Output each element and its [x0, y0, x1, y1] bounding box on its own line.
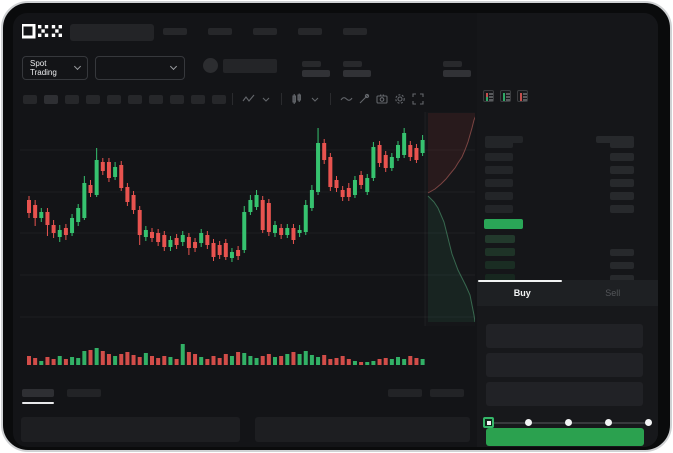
- bottom-action[interactable]: [430, 389, 464, 397]
- slider-step-dot[interactable]: [524, 419, 532, 426]
- timeframe-button[interactable]: [170, 94, 184, 104]
- nav-item[interactable]: [298, 28, 322, 35]
- bottom-tabs: [13, 385, 473, 405]
- bid-price-row[interactable]: [485, 235, 515, 243]
- nav-menu: [163, 28, 367, 35]
- ask-price-row[interactable]: [485, 140, 513, 148]
- last-price-indicator[interactable]: [484, 219, 523, 229]
- tab-buy[interactable]: Buy: [513, 288, 531, 298]
- ask-size-row[interactable]: [610, 166, 634, 174]
- fullscreen-icon[interactable]: [411, 92, 425, 106]
- search-input[interactable]: [70, 24, 154, 41]
- buy-button[interactable]: [486, 428, 644, 446]
- toolbar-divider: [330, 93, 331, 105]
- timeframe-button[interactable]: [128, 94, 142, 104]
- slider-step-dot[interactable]: [564, 419, 572, 426]
- active-side-indicator: [478, 280, 562, 282]
- timeframe-button[interactable]: [86, 94, 100, 104]
- chevron-down-icon: [169, 62, 178, 71]
- timeframe-button[interactable]: [191, 94, 205, 104]
- indicator-icon[interactable]: [241, 92, 255, 106]
- ask-price-row[interactable]: [485, 153, 513, 161]
- chevron-down-icon[interactable]: [259, 92, 273, 106]
- app-window: OKX: [13, 13, 658, 447]
- nav-item[interactable]: [208, 28, 232, 35]
- bid-size-row[interactable]: [610, 262, 634, 269]
- bid-price-row[interactable]: [485, 248, 515, 256]
- ask-size-row[interactable]: [610, 179, 634, 187]
- orderbook-view-toggles: [483, 90, 528, 102]
- timeframe-button[interactable]: [65, 94, 79, 104]
- top-navigation: OKX: [13, 13, 658, 49]
- orders-panel[interactable]: [255, 417, 470, 442]
- ask-price-row[interactable]: [485, 205, 513, 213]
- amount-input[interactable]: [486, 353, 643, 377]
- market-type-selector[interactable]: Spot Trading: [22, 56, 88, 80]
- slider-handle[interactable]: [483, 417, 494, 428]
- timeframe-button-active[interactable]: [44, 94, 58, 104]
- orderbook-header-skeleton[interactable]: [596, 136, 634, 143]
- bottom-tab[interactable]: [67, 389, 101, 397]
- order-form: [477, 306, 658, 447]
- market-type-label: Spot Trading: [30, 59, 57, 77]
- chevron-down-icon[interactable]: [308, 92, 322, 106]
- chart-type-candle-icon[interactable]: [290, 92, 304, 106]
- bid-price-row[interactable]: [485, 261, 515, 269]
- pair-selector[interactable]: [95, 56, 185, 80]
- price-input[interactable]: [486, 324, 643, 348]
- bid-price-row[interactable]: [485, 274, 515, 282]
- bottom-action[interactable]: [388, 389, 422, 397]
- bid-size-row[interactable]: [610, 275, 634, 282]
- active-tab-indicator: [22, 402, 54, 404]
- ask-size-row[interactable]: [610, 140, 634, 148]
- timeframe-button[interactable]: [149, 94, 163, 104]
- orderbook-asks-view-icon[interactable]: [517, 90, 528, 102]
- order-side-tabs: Buy Sell: [477, 280, 658, 306]
- ticker-stat: [343, 61, 371, 77]
- total-input[interactable]: [486, 382, 643, 406]
- timeframe-buttons: [23, 94, 226, 104]
- ask-size-row[interactable]: [610, 192, 634, 200]
- bottom-tab-active[interactable]: [22, 389, 54, 397]
- amount-slider[interactable]: [483, 416, 652, 430]
- camera-icon[interactable]: [375, 92, 389, 106]
- ask-price-row[interactable]: [485, 192, 513, 200]
- ask-size-row[interactable]: [610, 205, 634, 213]
- toolbar-divider: [232, 93, 233, 105]
- nav-item[interactable]: [163, 28, 187, 35]
- nav-item[interactable]: [343, 28, 367, 35]
- pair-name-skeleton: [223, 59, 277, 73]
- chart-toolbar: [13, 88, 473, 110]
- drawing-tool-icon[interactable]: [357, 92, 371, 106]
- price-chart[interactable]: [20, 108, 478, 370]
- bid-size-row[interactable]: [610, 249, 634, 256]
- ask-price-row[interactable]: [485, 166, 513, 174]
- orderbook-header-skeleton[interactable]: [485, 136, 523, 143]
- ticker-stat: [443, 61, 471, 77]
- orders-panel[interactable]: [21, 417, 240, 442]
- coin-icon: [203, 58, 218, 73]
- orderbook-bids-view-icon[interactable]: [500, 90, 511, 102]
- ask-size-row[interactable]: [610, 153, 634, 161]
- trade-panel: Buy Sell: [477, 13, 658, 447]
- orderbook-split-view-icon[interactable]: [483, 90, 494, 102]
- timeframe-button[interactable]: [212, 94, 226, 104]
- chevron-down-icon: [73, 62, 82, 71]
- orderbook: [477, 108, 658, 282]
- tab-sell[interactable]: Sell: [605, 288, 621, 298]
- slider-step-dot[interactable]: [644, 419, 652, 426]
- slider-step-dot[interactable]: [604, 419, 612, 426]
- candlestick-chart: [20, 112, 478, 365]
- timeframe-button[interactable]: [107, 94, 121, 104]
- line-chart-icon[interactable]: [339, 92, 353, 106]
- toolbar-divider: [281, 93, 282, 105]
- timeframe-button[interactable]: [23, 94, 37, 104]
- ask-price-row[interactable]: [485, 179, 513, 187]
- okx-logo: OKX: [20, 23, 64, 44]
- ticker-stat: [302, 61, 330, 77]
- settings-gear-icon[interactable]: [393, 92, 407, 106]
- nav-item[interactable]: [253, 28, 277, 35]
